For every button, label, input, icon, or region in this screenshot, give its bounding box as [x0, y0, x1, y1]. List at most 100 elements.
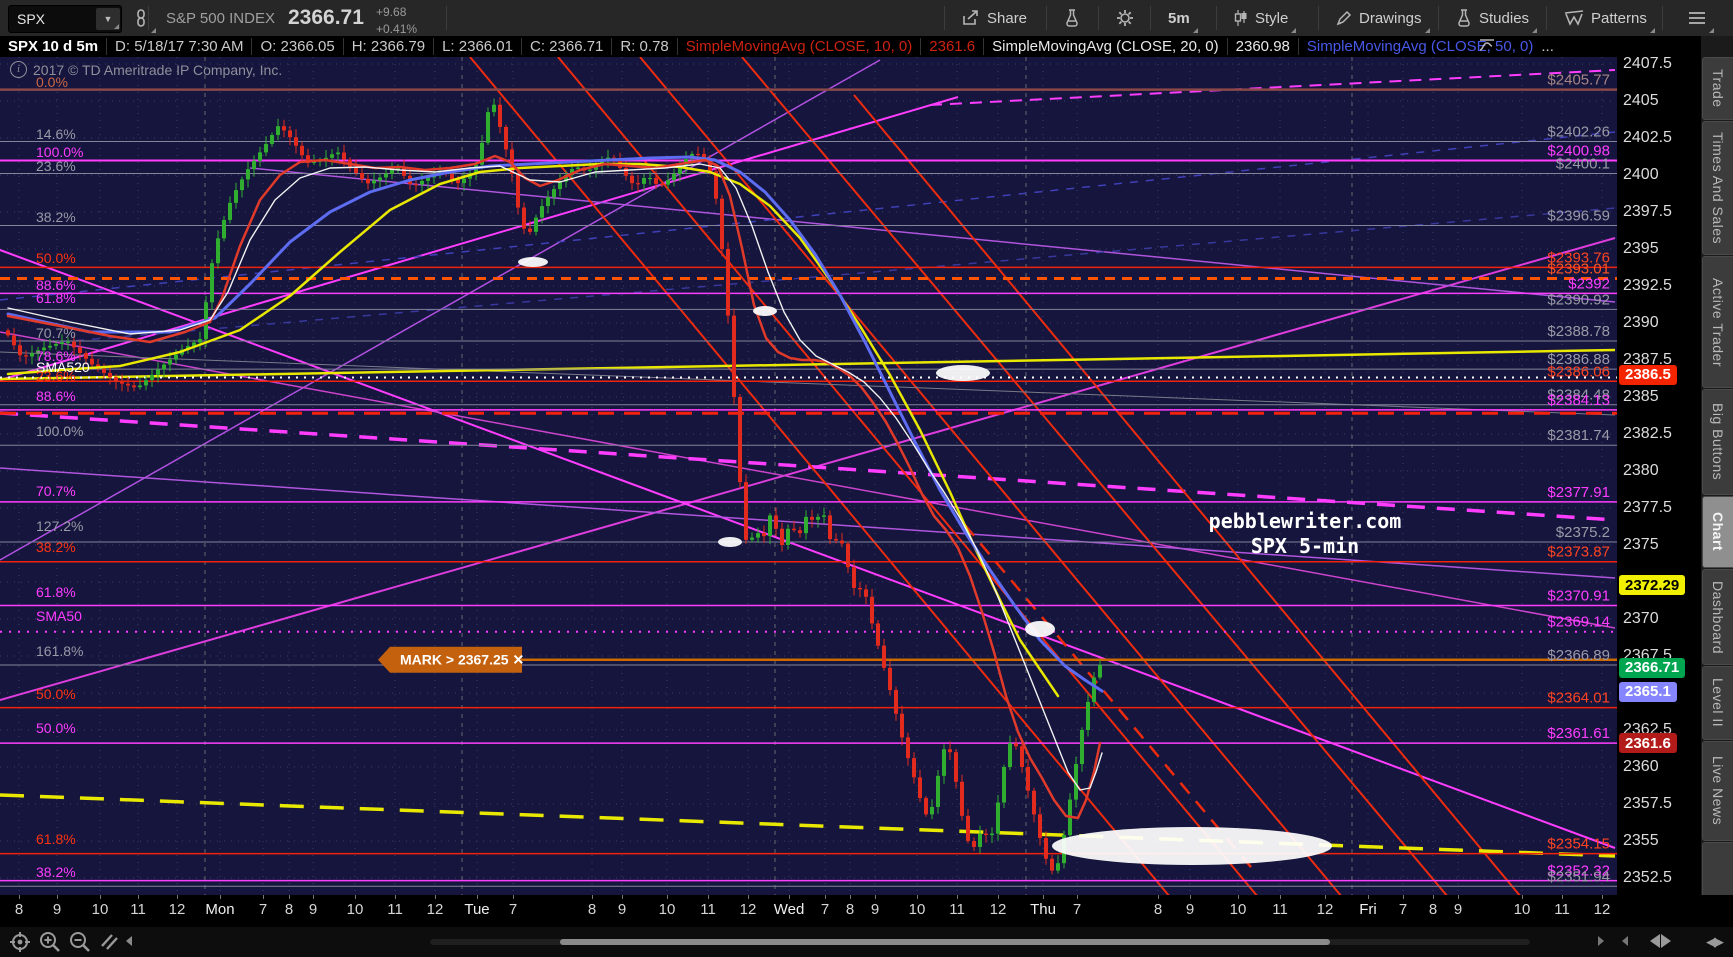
ellipse-annotation	[518, 257, 548, 267]
fib-level-label: 0.0%	[36, 74, 68, 90]
fib-level-label: 38.2%	[36, 864, 76, 880]
candle	[492, 104, 496, 113]
price-change: +9.68 +0.41%	[366, 0, 427, 39]
x-axis-label: 7	[1398, 901, 1408, 918]
style-button[interactable]: Style	[1224, 0, 1298, 36]
y-axis-label: 2402.5	[1623, 129, 1672, 146]
x-axis-tick	[177, 895, 178, 899]
chart-plot-area[interactable]: $2405.77 $2402.26 $2400.98 $2400.1 $2396.59 $…	[0, 56, 1617, 898]
axis-settings-icon[interactable]	[1478, 38, 1496, 58]
parallel-lines-tool-button[interactable]	[98, 930, 122, 957]
candle	[834, 539, 838, 541]
sidebar-tab-active-trader[interactable]: Active Trader	[1702, 256, 1733, 388]
link-channel-button[interactable]	[124, 0, 158, 36]
x-axis-label: 12	[1316, 901, 1334, 918]
price-level-label: $2381.74	[1547, 427, 1610, 444]
info-icon[interactable]: i	[10, 61, 27, 78]
candle	[420, 180, 424, 185]
candle	[378, 177, 382, 181]
fib-level-label: 61.8%	[36, 584, 76, 600]
drawings-button[interactable]: Drawings	[1326, 0, 1432, 36]
candle	[510, 149, 514, 174]
fib-level-label: 14.6%	[36, 126, 76, 142]
candle	[906, 737, 910, 759]
sidebar-tab-big-buttons[interactable]: Big Buttons	[1702, 389, 1733, 495]
price-chart-canvas[interactable]: $2405.77 $2402.26$2400.98$2400.1 $2396.59 $…	[0, 56, 1617, 898]
corner-pager-icon[interactable]: ◀▶	[1706, 934, 1724, 949]
corner-resize-icon	[151, 28, 156, 33]
zoom-out-button[interactable]	[68, 930, 92, 957]
x-axis-label: 7	[258, 901, 268, 918]
trendline	[741, 56, 1449, 898]
patterns-button[interactable]: Patterns	[1554, 0, 1657, 36]
chart-scrollbar[interactable]	[430, 939, 1530, 945]
sidebar-tab-dashboard[interactable]: Dashboard	[1702, 569, 1733, 665]
price-level-label: $2400.1	[1556, 156, 1610, 173]
zoom-in-button[interactable]	[38, 930, 62, 957]
sidebar-tab-live-news[interactable]: Live News	[1702, 741, 1733, 841]
trendline	[0, 331, 1616, 629]
chart-scrollbar-thumb[interactable]	[560, 939, 1330, 945]
analyze-button[interactable]	[1054, 0, 1090, 36]
y-axis-label: 2377.5	[1623, 499, 1672, 516]
corner-dropdown-icon	[1424, 28, 1430, 33]
sidebar-tab-chart[interactable]: Chart	[1702, 496, 1733, 568]
candle	[402, 167, 406, 176]
fast-forward-icon[interactable]	[1648, 933, 1678, 954]
crosshair-tool-button[interactable]	[8, 930, 32, 957]
x-axis-tick	[100, 895, 101, 899]
pan-right-icon[interactable]	[1622, 936, 1628, 946]
candle	[252, 160, 256, 170]
candle	[72, 341, 76, 348]
symbol-dropdown[interactable]: SPX ▼	[8, 5, 122, 33]
ellipse-annotation	[718, 537, 742, 547]
sma10-legend-label[interactable]: SimpleMovingAvg (CLOSE, 10, 0)	[678, 38, 922, 55]
x-axis-tick	[667, 895, 668, 899]
share-button[interactable]: Share	[952, 0, 1037, 36]
settings-button[interactable]	[1106, 0, 1144, 36]
sidebar-tab-empty[interactable]	[1702, 842, 1733, 897]
y-axis-label: 2380	[1623, 462, 1659, 479]
candle	[720, 198, 724, 249]
sidebar-tab-trade[interactable]: Trade	[1702, 57, 1733, 120]
sidebar-tab-times-and-sales[interactable]: Times And Sales	[1702, 121, 1733, 255]
sma50-legend-label[interactable]: SimpleMovingAvg (CLOSE, 50, 0)	[1306, 38, 1534, 55]
sidebar-tab-level-ii[interactable]: Level II	[1702, 666, 1733, 740]
price-level-label: $2396.59	[1547, 207, 1610, 224]
menu-button[interactable]	[1678, 0, 1716, 36]
studies-button[interactable]: Studies	[1446, 0, 1539, 36]
price-axis[interactable]: 2407.5 2405 2402.5 2400 2397.5 2395 2392.5 2390…	[1617, 55, 1700, 925]
candle	[282, 126, 286, 131]
candle	[756, 533, 760, 538]
x-axis-tick	[1325, 895, 1326, 899]
candle	[486, 112, 490, 143]
collapse-left-icon[interactable]	[126, 936, 132, 946]
candle	[672, 173, 676, 181]
sma20-legend-label[interactable]: SimpleMovingAvg (CLOSE, 20, 0)	[984, 38, 1228, 55]
candle	[132, 385, 136, 388]
toolbar-separator	[1150, 6, 1151, 30]
candle	[558, 181, 562, 190]
x-axis-label: 12	[739, 901, 757, 918]
interval-button[interactable]: 5m	[1158, 0, 1200, 36]
toolbar-separator	[1546, 6, 1547, 30]
time-axis[interactable]: 8 9 10 11 12 Mon 7 8 9 10 11 12 Tue 7 8 9 10 11 12 Wed 7 8 9 10…	[0, 895, 1733, 927]
y-axis-label: 2382.5	[1623, 425, 1672, 442]
legend-more: ...	[1541, 38, 1554, 55]
fib-level-label: 38.2%	[36, 539, 76, 555]
candle	[930, 806, 934, 815]
toolbar-separator	[446, 6, 447, 30]
candle	[636, 183, 640, 185]
x-axis-tick	[220, 895, 221, 899]
symbol-input[interactable]: SPX	[17, 11, 46, 27]
fib-level-label: 50.0%	[36, 686, 76, 702]
pan-left-icon[interactable]	[1598, 936, 1604, 946]
candle	[258, 152, 262, 161]
x-axis-label: 9	[1453, 901, 1463, 918]
candle	[678, 165, 682, 174]
symbol-description: S&P 500 INDEX	[166, 9, 275, 27]
x-axis-tick	[1043, 895, 1044, 899]
mark-alert-label[interactable]: MARK > 2367.25 ✕	[400, 652, 524, 668]
fib-level-label: 61.8%	[36, 831, 76, 847]
y-axis-label: 2407.5	[1623, 55, 1672, 72]
